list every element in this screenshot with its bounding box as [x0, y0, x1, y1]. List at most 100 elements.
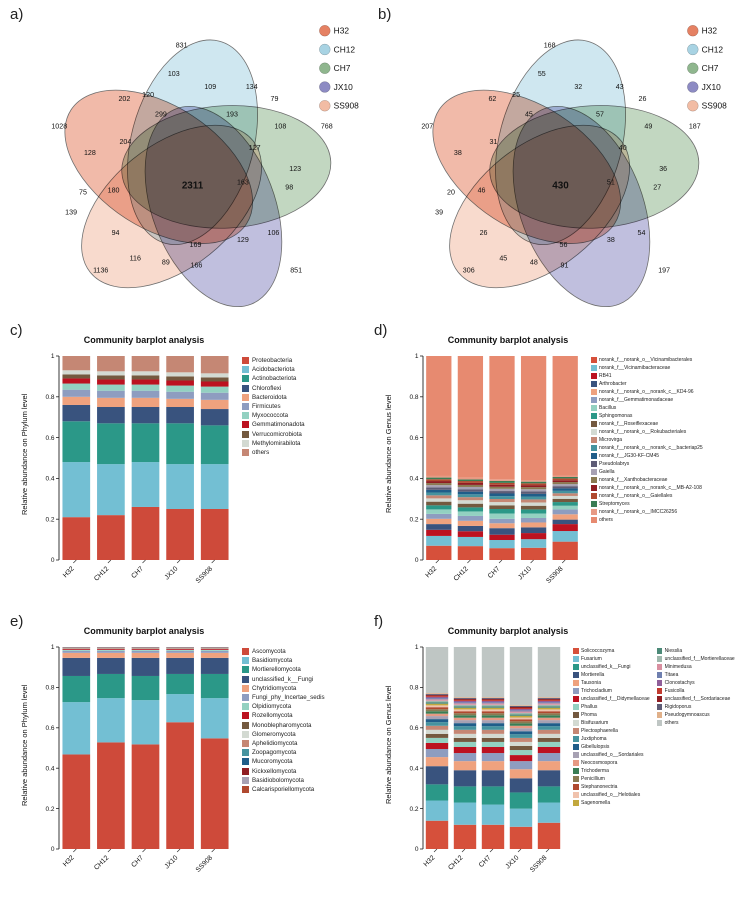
chart-title-e: Community barplot analysis: [83, 626, 205, 636]
bar-segment: [509, 731, 533, 735]
bar-segment: [425, 705, 449, 708]
venn-count: 38: [454, 149, 462, 157]
venn-count: 48: [530, 259, 538, 267]
venn-legend-swatch-ch12: [687, 43, 699, 56]
bar-segment: [481, 702, 505, 704]
legend-swatch: [656, 704, 663, 710]
bar-segment: [97, 673, 125, 699]
venn-count: 56: [560, 241, 568, 249]
bar-segment: [520, 493, 547, 497]
legend-label: unclassified_o__Helotiales: [581, 792, 641, 798]
bar-segment: [62, 650, 91, 653]
bar-segment: [453, 703, 477, 705]
bar-segment: [481, 709, 505, 712]
bar-segment: [200, 425, 229, 465]
bar-segment: [131, 390, 160, 398]
x-tick: [107, 848, 112, 853]
bar-segment: [97, 390, 125, 398]
bar-segment: [537, 703, 561, 705]
bar-segment: [552, 475, 578, 477]
bar-segment: [520, 547, 547, 560]
venn-count: 51: [607, 179, 615, 187]
panel-letter-c: c): [10, 322, 23, 339]
bar-segment: [509, 725, 533, 729]
legend-label: unclassified_f__Didymellaceae: [581, 696, 650, 702]
legend-item: Fungi_phy_Incertae_sedis: [242, 694, 325, 702]
legend-swatch: [242, 785, 249, 793]
legend-label: Rigidoporus: [664, 704, 692, 710]
venn-count: 123: [289, 165, 301, 173]
bar-segment: [97, 375, 125, 380]
bar-segment: [166, 356, 194, 373]
chart-legend-c: Proteobacteria Acidobacteriota Actinobacte…: [242, 356, 305, 457]
bar-segment: [453, 699, 477, 701]
venn-count: 26: [639, 95, 647, 103]
bar-segment: [520, 485, 547, 488]
legend-swatch: [573, 800, 579, 806]
venn-legend-label: CH7: [702, 63, 719, 73]
legend-swatch: [656, 648, 663, 654]
bar-segment: [537, 761, 561, 771]
x-tick-label: CH7: [487, 565, 502, 580]
venn-count: 169: [190, 241, 202, 249]
bar-segment: [131, 657, 160, 676]
venn-legend-swatch-jx10: [319, 81, 331, 93]
bar-segment: [166, 380, 194, 386]
bar-segment: [537, 704, 561, 707]
bar-segment: [509, 721, 533, 724]
bar-segment: [489, 509, 515, 514]
legend-item: RB41: [591, 373, 703, 379]
legend-item: Mortierellomycota: [242, 666, 325, 674]
legend-item: Kickxellomycota: [242, 767, 325, 775]
chart-title-c: Community barplot analysis: [83, 335, 205, 345]
bar-segment: [426, 483, 452, 486]
bar-segment: [62, 649, 91, 650]
legend-swatch: [591, 365, 597, 371]
legend-label: Basidiomycota: [252, 657, 293, 665]
x-tick: [142, 848, 146, 853]
bar-segment: [166, 649, 194, 651]
legend-swatch: [656, 688, 663, 694]
legend-label: Sagenomella: [581, 800, 611, 806]
legend-label: Olpidiomycota: [252, 703, 292, 711]
venn-count: 43: [616, 83, 624, 91]
bar-segment: [481, 647, 505, 698]
legend-swatch: [573, 736, 579, 742]
bar-segment: [537, 713, 561, 716]
y-axis-label-f: Relative abundance on Genus level: [384, 685, 393, 805]
bar-segment: [425, 722, 449, 726]
legend-swatch: [242, 403, 249, 411]
bar-segment: [481, 699, 505, 701]
legend-label: Microvirga: [599, 437, 623, 443]
legend-item: Actinobacteriota: [242, 375, 305, 383]
bar-segment: [481, 824, 505, 849]
venn-count: 129: [237, 236, 249, 244]
legend-label: norank_f__Gemmatimonadaceae: [599, 397, 674, 403]
bar-segment: [520, 356, 547, 481]
legend-swatch: [573, 664, 579, 670]
legend-swatch: [656, 672, 663, 678]
x-tick-label: JX10: [505, 854, 521, 870]
bar-segment: [97, 371, 125, 376]
legend-swatch: [656, 696, 663, 702]
bar-segment: [426, 477, 452, 480]
legend-label: Rozellomycota: [252, 712, 293, 720]
panel-barplot-f: f) Community barplot analysis Relative a…: [372, 611, 738, 895]
x-tick-label: CH12: [93, 565, 110, 582]
venn-legend-label: CH12: [334, 44, 356, 54]
bar-segment: [426, 356, 452, 476]
y-axis-label-e: Relative abundance on Phylum level: [20, 684, 29, 806]
legend-swatch: [573, 688, 579, 694]
legend-label: Methylomirabilota: [252, 439, 301, 447]
bar-segment: [457, 536, 484, 547]
legend-swatch: [242, 721, 249, 729]
legend-label: Sphingomonas: [599, 413, 633, 419]
venn-legend-label: H32: [334, 26, 350, 36]
x-tick-label: H32: [62, 565, 76, 579]
bar-segment: [62, 374, 91, 379]
venn-count: 103: [168, 70, 180, 78]
bar-segment: [489, 534, 515, 541]
bar-segment: [200, 650, 229, 653]
bar-segment: [97, 657, 125, 674]
x-tick-label: H32: [423, 854, 437, 868]
